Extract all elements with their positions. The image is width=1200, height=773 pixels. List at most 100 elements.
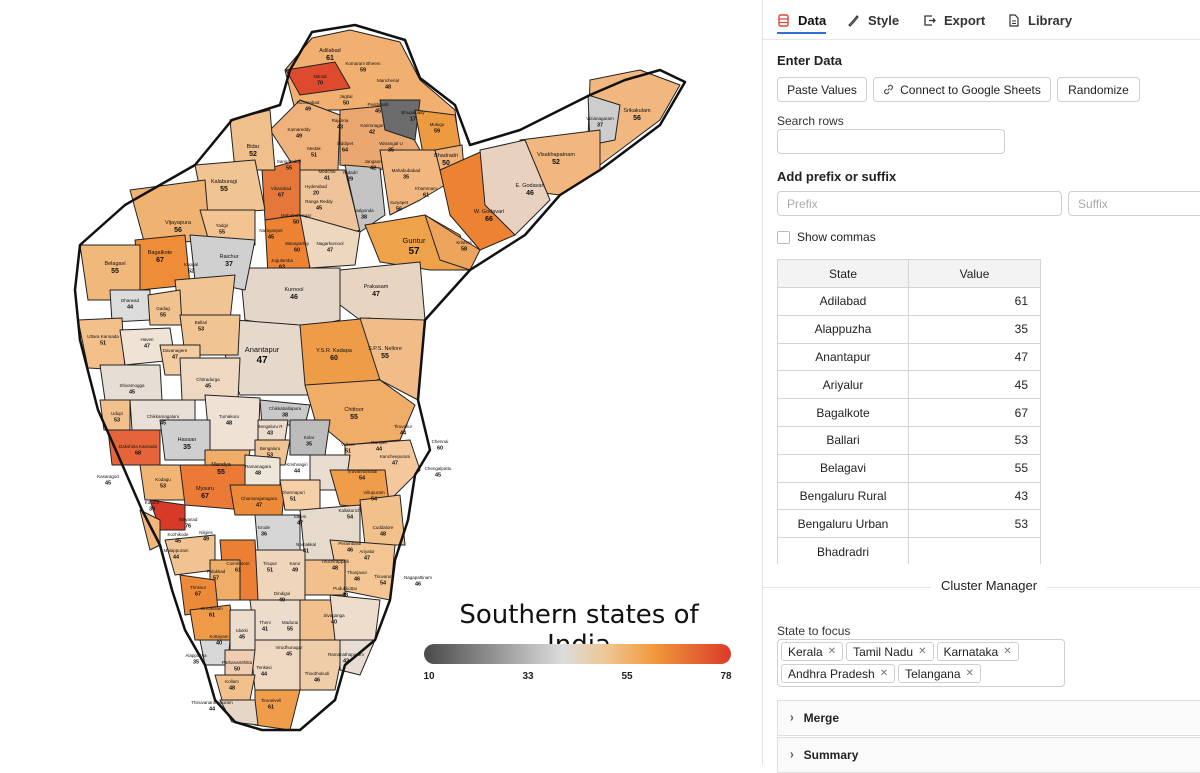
value-cell[interactable]: 53: [908, 509, 1041, 539]
remove-icon[interactable]: ✕: [827, 646, 837, 657]
district-name-label: Madurai: [282, 620, 298, 625]
district-value-label: 55: [219, 230, 225, 236]
column-header-value[interactable]: Value: [908, 259, 1041, 288]
remove-icon[interactable]: ✕: [1003, 646, 1012, 657]
chip-karnataka: Karnataka ✕: [936, 642, 1019, 661]
state-cell[interactable]: Ariyalur: [777, 370, 909, 400]
legend-tick-low: 33: [522, 671, 534, 682]
district-name-label: Nizamabad: [297, 100, 320, 105]
district-name-label: Tumakuru: [219, 414, 240, 419]
district-name-label: Vizianagaram: [586, 116, 614, 121]
value-cell[interactable]: 43: [908, 481, 1041, 511]
district-value-label: 39: [149, 507, 155, 513]
district-value-label: 55: [217, 469, 225, 476]
district-name-label: Kodagu: [155, 477, 171, 482]
district-name-label: Chittoor: [344, 407, 363, 413]
district-value-label: 41: [303, 549, 309, 555]
district-name-label: Khammam: [415, 186, 437, 191]
district-value-label: 63: [279, 265, 285, 271]
merge-accordion[interactable]: › Merge: [777, 700, 1200, 736]
column-header-state[interactable]: State: [777, 259, 909, 288]
district-name-label: Pudukkottai: [333, 586, 357, 591]
district-name-label: Chennai: [432, 439, 449, 444]
district-value-label: 35: [388, 148, 394, 154]
table-row: Belagavi 55: [777, 453, 1041, 483]
state-focus-multiselect[interactable]: Kerala ✕ Tamil Nadu ✕ Karnataka ✕ Andhra Pr…: [777, 639, 1065, 687]
tab-data[interactable]: Data: [777, 0, 827, 40]
district-value-label: 45: [316, 206, 322, 212]
district-name-label: Mulugu: [430, 122, 445, 127]
district-value-label: 56: [396, 207, 402, 213]
district-name-label: Erode: [258, 525, 271, 530]
state-cell[interactable]: Ballari: [777, 425, 909, 455]
district-value-label: 67: [156, 257, 164, 264]
district-name-label: Tenkasi: [256, 665, 271, 670]
state-cell[interactable]: Belagavi: [777, 453, 909, 483]
district-value-label: 60: [330, 355, 338, 362]
district-value-label: 42: [343, 659, 349, 665]
suffix-input[interactable]: [1068, 191, 1200, 216]
tab-export[interactable]: Export: [923, 0, 985, 40]
district-value-label: 45: [435, 473, 441, 479]
district-name-label: Karimnagar: [360, 123, 384, 128]
district-name-label: Mahabubnagar: [281, 213, 312, 218]
district-value-label: 61: [235, 568, 241, 574]
show-commas-checkbox[interactable]: [777, 230, 790, 244]
district-name-label: Alappuzha: [185, 653, 207, 658]
district-value-label: 56: [174, 227, 182, 234]
district-name-label: Perambalur: [338, 541, 362, 546]
prefix-input[interactable]: [777, 191, 1062, 216]
tab-style[interactable]: Style: [847, 0, 899, 40]
state-cell[interactable]: Bagalkote: [777, 398, 909, 427]
district-name-label: Dharwad: [121, 298, 140, 303]
district-name-label: Wanaparthy: [285, 241, 310, 246]
search-rows-input[interactable]: [777, 129, 1005, 154]
value-cell[interactable]: 45: [908, 370, 1041, 400]
chip-telangana: Telangana ✕: [898, 664, 981, 683]
remove-icon[interactable]: ✕: [879, 668, 889, 679]
district-name-label: Ariyalur: [359, 549, 375, 554]
legend-tick-max: 78: [720, 671, 732, 682]
state-cell[interactable]: Alappuzha: [777, 314, 909, 344]
district-name-label: Prakasam: [364, 284, 389, 290]
chip-label: Karnataka: [943, 644, 999, 659]
chip-label: Tamil Nadu: [853, 644, 914, 659]
value-cell[interactable]: 53: [908, 425, 1041, 455]
data-table-container[interactable]: State Value Adilabad 61 Alappuzha 35 Anant…: [777, 259, 1043, 564]
district-value-label: 45: [129, 390, 135, 396]
district-value-label: 51: [311, 153, 317, 159]
tab-bar: Data Style Export Library: [763, 0, 1200, 40]
remove-icon[interactable]: ✕: [918, 646, 927, 657]
value-cell[interactable]: 61: [908, 287, 1041, 316]
district-value-label: 47: [372, 291, 380, 298]
show-commas-toggle[interactable]: Show commas: [777, 230, 876, 244]
remove-icon[interactable]: ✕: [965, 668, 974, 679]
value-cell[interactable]: 47: [908, 342, 1041, 372]
district-value-label: 36: [261, 532, 267, 538]
state-cell[interactable]: Anantapur: [777, 342, 909, 372]
state-cell[interactable]: Bengaluru Rural: [777, 481, 909, 511]
paste-values-button[interactable]: Paste Values: [777, 77, 867, 102]
value-cell[interactable]: 35: [908, 314, 1041, 344]
district-name-label: Karur: [289, 561, 301, 566]
district-value-label: 50: [293, 220, 299, 226]
value-cell[interactable]: [908, 537, 1041, 564]
district-value-label: 17: [410, 117, 416, 123]
summary-accordion[interactable]: › Summary: [777, 737, 1200, 773]
tab-library[interactable]: Library: [1007, 0, 1072, 40]
district-value-label: 44: [294, 469, 301, 475]
value-cell[interactable]: 67: [908, 398, 1041, 427]
state-cell[interactable]: Bhadradri: [777, 537, 909, 564]
data-table: State Value Adilabad 61 Alappuzha 35 Anant…: [777, 259, 1041, 564]
district-name-label: Mandya: [211, 462, 232, 468]
value-cell[interactable]: 55: [908, 453, 1041, 483]
chevron-right-icon: ›: [790, 747, 794, 763]
district-name-label: Kancheepuram: [380, 454, 411, 459]
state-cell[interactable]: Bengaluru Urban: [777, 509, 909, 539]
connect-google-sheets-button[interactable]: Connect to Google Sheets: [873, 77, 1051, 102]
district-name-label: Bengaluru R: [257, 424, 283, 429]
randomize-button[interactable]: Randomize: [1057, 77, 1140, 102]
chip-label: Telangana: [905, 666, 961, 681]
state-cell[interactable]: Adilabad: [777, 287, 909, 316]
district-value-label: 53: [198, 327, 204, 333]
